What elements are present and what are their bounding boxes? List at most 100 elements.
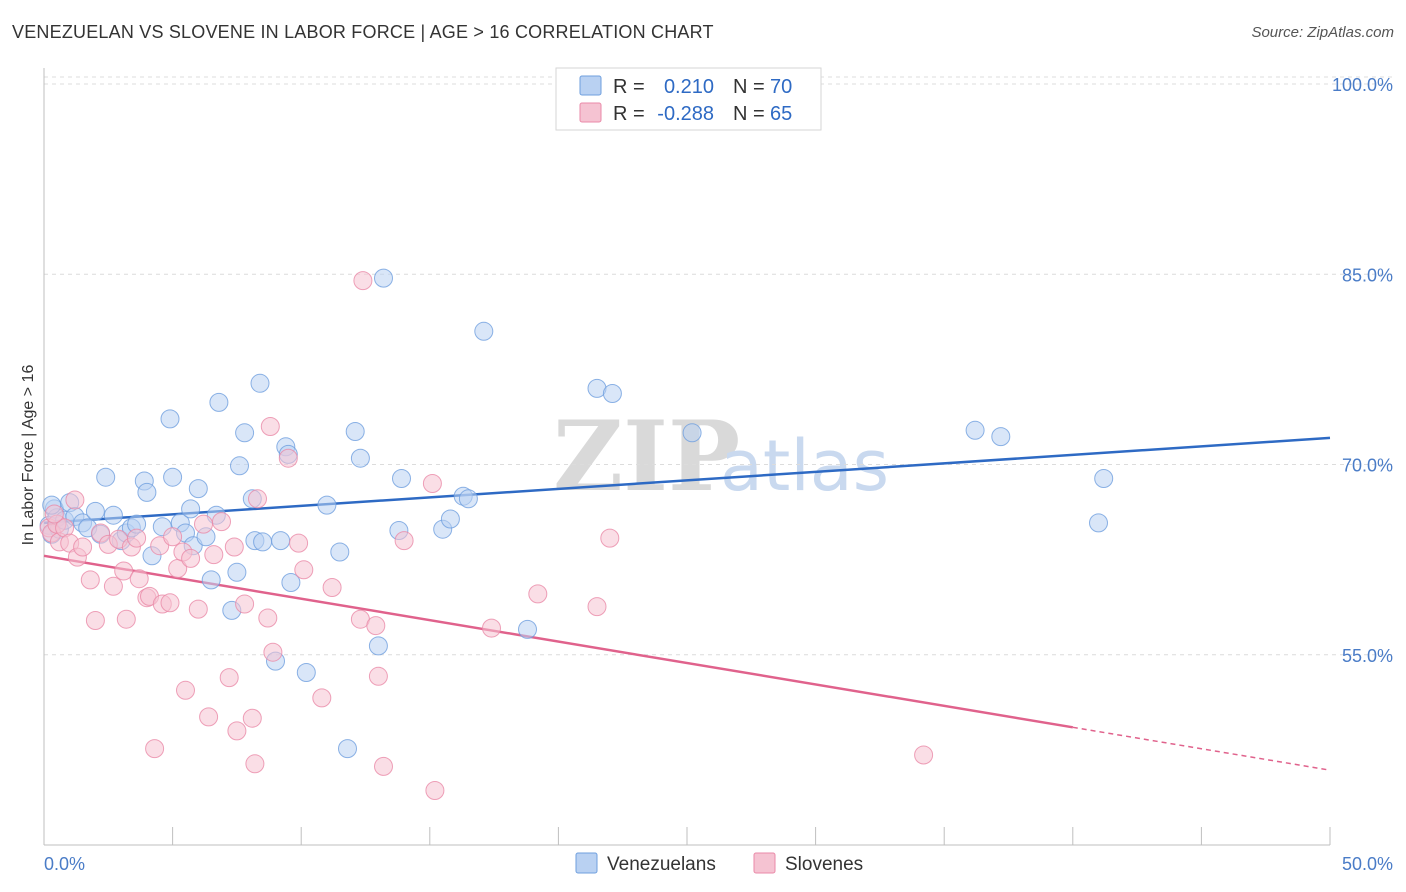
slovene-point-56 [394,531,414,551]
venezuelan-point-46 [296,663,316,682]
slovene-point-62 [600,528,620,548]
venezuelan-point-52 [368,636,388,656]
legend-n-value-1: 70 [770,76,792,98]
venezuelan-point-47 [317,495,337,515]
venezuelan-point-10 [85,501,105,521]
venezuelan-point-68 [1094,469,1114,488]
axes [43,68,1331,846]
slovene-point-15 [114,561,134,581]
slovene-point-32 [194,514,213,534]
slovene-trend-line-projected [1072,726,1331,771]
y-tick-label-3: 100.0% [1332,75,1393,95]
y-tick-label-0: 55.0% [1342,646,1393,666]
slovene-point-64 [44,504,64,524]
slovene-point-46 [278,448,298,468]
venezuelan-point-35 [230,456,249,476]
venezuelan-point-55 [392,469,411,488]
slovene-point-42 [248,489,267,509]
slovene-point-37 [224,537,244,557]
slovene-point-31 [188,599,208,619]
slovene-point-29 [176,680,195,700]
slovene-point-49 [312,688,332,708]
slovene-point-25 [160,593,180,613]
slovene-point-59 [482,618,501,638]
slovene-point-39 [235,594,255,614]
venezuelan-point-51 [350,448,370,468]
series-legend-venezuelans: Venezuelans [607,854,716,875]
venezuelan-point-23 [163,467,183,487]
venezuelan-point-65 [965,420,985,440]
slovene-point-22 [145,739,165,759]
legend-r-label-1: R = [613,76,645,98]
legend-n-value-2: 65 [770,103,792,125]
venezuelan-point-22 [160,409,180,429]
slovene-point-19 [129,569,149,589]
stats-legend: R = 0.210 N = 70 R = -0.288 N = 65 [555,67,822,131]
legend-swatch-slovenes [579,102,602,123]
venezuelan-point-59 [458,489,478,509]
x-tick-label-min: 0.0% [44,854,85,874]
venezuelan-point-64 [682,423,702,443]
venezuelan-point-36 [235,423,255,443]
slovene-point-16 [116,609,136,629]
slovene-point-55 [374,756,393,776]
slovene-point-8 [73,537,93,557]
legend-swatch-venezuelans [579,75,602,96]
data-points [39,268,1114,800]
venezuelan-point-45 [281,573,301,592]
watermark-zip: ZIP [553,400,740,513]
slovene-point-44 [260,417,280,436]
slovene-point-54 [368,666,388,686]
slovene-point-40 [242,708,262,728]
venezuelan-point-32 [209,392,229,412]
y-axis-label: In Labor Force | Age > 16 [20,365,37,546]
legend-r-label-2: R = [613,103,645,125]
slovene-point-35 [212,512,231,532]
slovene-point-33 [199,707,219,727]
slovene-point-58 [425,781,445,800]
series-legend: Venezuelans Slovenes [575,852,863,875]
slovene-point-61 [587,597,607,617]
venezuelan-point-19 [137,482,157,502]
series-legend-swatch-venezuelans [575,852,598,874]
slovene-point-45 [263,642,283,662]
legend-r-value-2: -0.288 [657,103,714,125]
slovene-point-38 [227,721,247,741]
slovene-point-50 [322,578,342,597]
venezuelan-point-60 [474,321,494,341]
slovene-point-34 [204,545,224,565]
slovene-point-53 [366,616,386,636]
slovene-point-18 [127,528,147,548]
slovene-point-36 [219,668,239,688]
series-legend-swatch-slovenes [753,852,776,874]
venezuelan-point-49 [338,739,357,759]
slovene-point-13 [103,576,123,596]
venezuelan-point-67 [1089,513,1108,533]
slovene-point-26 [163,527,183,547]
venezuelan-point-57 [440,509,460,529]
venezuelan-point-40 [253,532,273,552]
venezuelan-point-50 [345,422,365,441]
legend-r-value-1: 0.210 [664,76,714,98]
slovene-point-63 [914,745,934,765]
y-tick-label-2: 85.0% [1342,265,1393,285]
chart-title: VENEZUELAN VS SLOVENE IN LABOR FORCE | A… [12,22,714,42]
venezuelan-point-34 [227,562,247,582]
series-legend-slovenes: Slovenes [785,854,863,875]
venezuelan-point-42 [271,531,291,551]
slovene-point-48 [294,560,314,580]
venezuelan-point-53 [374,268,393,288]
venezuelan-point-28 [188,479,208,499]
legend-n-label-2: N = [733,103,765,125]
venezuelan-trend-line [43,436,1331,525]
venezuelan-point-61 [518,619,537,639]
slovene-point-60 [528,584,548,604]
watermark-atlas: atlas [720,425,889,507]
grid-lines [44,76,1393,656]
slovene-point-9 [80,570,100,590]
slovene-point-41 [245,754,265,774]
venezuelan-point-26 [181,499,201,519]
venezuelan-point-30 [201,570,221,590]
y-tick-label-1: 70.0% [1342,456,1393,476]
